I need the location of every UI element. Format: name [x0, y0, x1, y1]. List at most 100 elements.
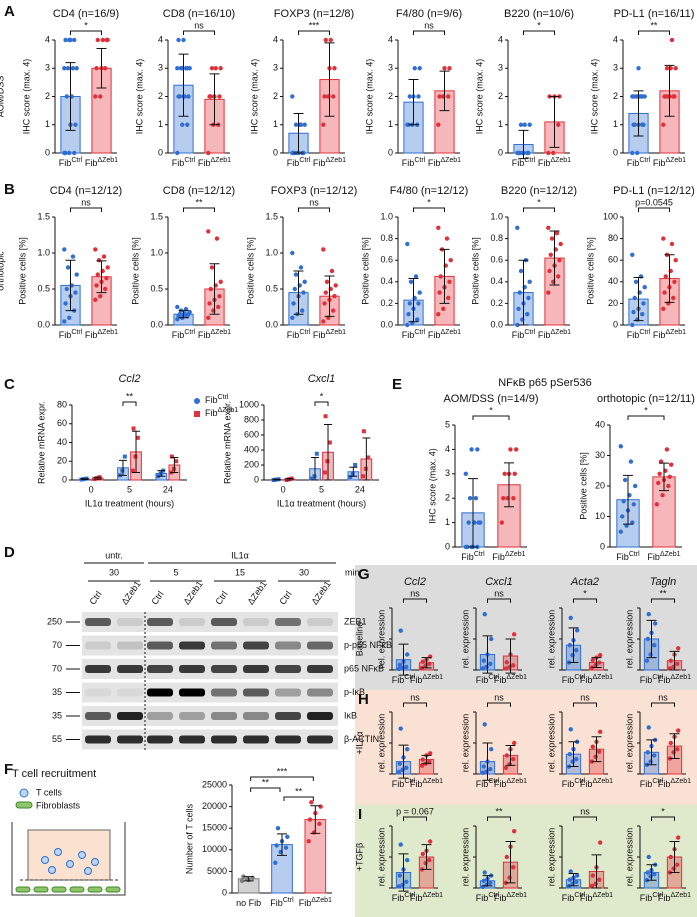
y-tick-label: 3 [613, 63, 618, 73]
category-label-main: Fib [476, 779, 489, 789]
data-point [325, 459, 330, 464]
data-point [671, 664, 676, 670]
data-point [331, 94, 336, 99]
significance-label: ** [126, 391, 134, 401]
data-point [324, 279, 330, 284]
data-point [593, 754, 598, 759]
y-axis-label: IHC score (max. 4) [474, 59, 484, 135]
data-point [554, 231, 560, 236]
error-bar [482, 742, 493, 781]
data-point [546, 225, 551, 230]
y-tick-label: 1 [273, 119, 278, 129]
category-label: FibΔZeb1 [410, 892, 443, 904]
data-point [175, 304, 180, 310]
data-point [481, 658, 487, 663]
y-tick-label: 2 [445, 493, 450, 503]
y-tick-label: 20 [57, 456, 67, 466]
data-point [177, 312, 182, 317]
data-point [527, 279, 532, 284]
category-label-sup: Ctrl [524, 157, 535, 164]
category-label-main: Fib [494, 779, 507, 789]
y-axis-label: Positive cells [%] [470, 237, 480, 305]
category-label-sup: Ctrl [488, 892, 499, 899]
panel-label: G [358, 566, 370, 583]
category-label-sup: Ctrl [639, 157, 650, 164]
panel-label: F [4, 761, 13, 778]
data-point [517, 150, 522, 156]
blot-time-label: 15 [235, 567, 245, 577]
data-point [574, 879, 579, 884]
data-point [446, 295, 451, 301]
y-tick-label: 1.5 [150, 211, 163, 221]
y-tick-label: 200 [244, 459, 259, 469]
error-bar [209, 263, 220, 315]
data-point [74, 272, 79, 277]
data-point [648, 759, 653, 764]
data-point [593, 662, 598, 668]
y-tick-label: 0 [45, 147, 50, 157]
y-axis-label: Positive cells [%] [130, 237, 140, 305]
category-label-main: Fib [313, 330, 326, 340]
error-bar [157, 470, 166, 477]
category-label-sup: ΔZeb1 [592, 892, 613, 899]
category-label-sup: ΔZeb1 [665, 329, 686, 336]
y-tick-label: 0.4 [490, 276, 503, 286]
data-point [327, 440, 332, 445]
data-point [105, 37, 110, 43]
y-axis-label: rel. expression [546, 714, 556, 773]
data-point [98, 94, 103, 99]
y-axis-label: Positive cells [%] [578, 452, 588, 520]
error-bar [285, 478, 294, 481]
data-point [574, 873, 580, 878]
significance-bracket [403, 816, 427, 821]
y-tick-label: 40 [595, 419, 605, 429]
chart-title: FOXP3 (n=12/12) [271, 185, 358, 197]
category-label-main: Fib [299, 898, 312, 908]
panel-label: E [392, 376, 402, 393]
category-label: FibCtrl [172, 329, 196, 341]
category-label-main: Fib [562, 893, 575, 903]
error-bar [65, 62, 76, 131]
category-label: FibCtrl [562, 778, 586, 790]
significance-bracket [183, 207, 215, 212]
data-point [64, 286, 69, 292]
legend-label-sup: ΔZeb1 [218, 407, 239, 414]
category-label: FibΔZeb1 [494, 674, 527, 686]
y-axis-label: Positive cells [%] [245, 237, 255, 305]
data-point [631, 94, 636, 99]
category-label-sup: Ctrl [283, 897, 294, 904]
blot-time-label: 30 [299, 567, 309, 577]
data-point [427, 661, 432, 666]
y-tick-label: 4 [158, 34, 163, 44]
category-label-main: Fib [653, 330, 666, 340]
data-point [661, 236, 666, 241]
category-label-sup: Ctrl [639, 329, 650, 336]
data-point [499, 520, 504, 525]
y-tick-label: 4 [388, 34, 393, 44]
y-axis-label: Positive cells [%] [585, 237, 595, 305]
y-axis-label: IHC score (max. 4) [589, 59, 599, 135]
data-point [104, 276, 109, 281]
data-point [570, 881, 575, 887]
category-label: FibΔZeb1 [428, 329, 461, 341]
data-point [567, 751, 573, 757]
data-point [504, 753, 510, 758]
y-tick-label: 0.2 [490, 298, 503, 308]
y-tick-label: 4 [273, 34, 278, 44]
significance-bracket [638, 30, 670, 35]
category-label-main: Fib [512, 158, 525, 168]
category-label: FibCtrl [461, 551, 485, 563]
y-axis-label: Positive cells [%] [17, 237, 27, 305]
data-point [436, 312, 441, 317]
blot-band [307, 665, 333, 673]
significance-label: ns [424, 20, 434, 30]
data-point [95, 476, 100, 481]
y-tick-label: 0.0 [150, 319, 163, 329]
data-point [568, 727, 573, 732]
data-point [501, 496, 506, 501]
data-point [65, 265, 71, 270]
category-label: FibCtrl [640, 778, 664, 790]
category-label: FibΔZeb1 [494, 778, 527, 790]
data-point [175, 66, 180, 71]
data-point [404, 765, 409, 770]
